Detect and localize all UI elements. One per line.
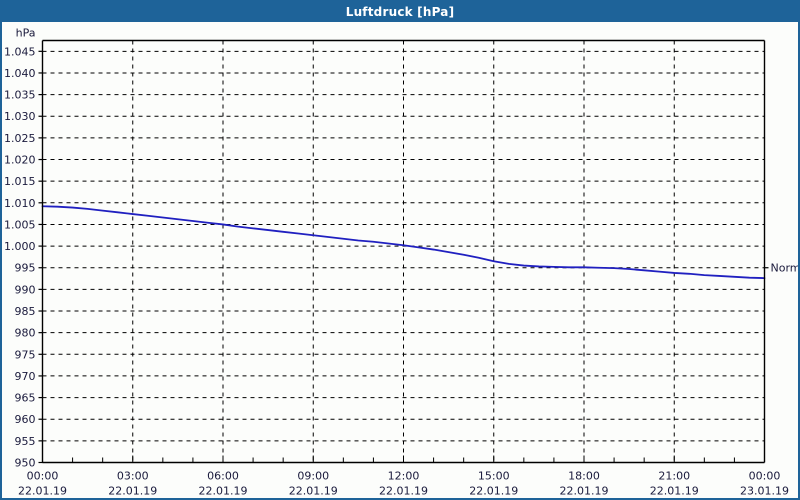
x-axis-date-label: 22.01.19: [199, 485, 248, 498]
y-axis-tick-label: 990: [15, 283, 36, 296]
plot-background: [2, 22, 798, 498]
y-axis-tick-label: 980: [15, 327, 36, 340]
y-axis-tick-label: 1.005: [4, 218, 36, 231]
plot-area: 950 955 960 965 970 975 980 985 990 995 1.000 1.005…: [2, 22, 798, 498]
data-series-layer: [41, 205, 766, 280]
x-axis-time-label: 03:00: [117, 470, 149, 483]
page-title: Luftdruck [hPa]: [345, 5, 455, 19]
y-axis-tick-label: 965: [15, 392, 36, 405]
y-axis-tick-label: 985: [15, 305, 36, 318]
y-axis-tick-label: 1.000: [4, 240, 36, 253]
x-axis-time-label: 12:00: [388, 470, 420, 483]
title-bar: Luftdruck [hPa]: [2, 2, 798, 22]
y-axis-tick-label: 1.025: [4, 132, 36, 145]
x-axis-date-label: 22.01.19: [108, 485, 157, 498]
x-axis-time-label: 00:00: [749, 470, 781, 483]
y-axis-tick-label: 1.040: [4, 67, 36, 80]
x-axis-date-label: 22.01.19: [379, 485, 428, 498]
x-axis-date-label: 22.01.19: [289, 485, 338, 498]
y-axis-tick-label: 995: [15, 262, 36, 275]
x-axis-date-label: 22.01.19: [650, 485, 699, 498]
x-axis-time-label: 00:00: [27, 470, 59, 483]
x-axis-tick-labels: 00:00 22.01.19 03:00 22.01.19 06:00 22.01.19 0…: [18, 470, 789, 498]
y-axis-tick-label: 970: [15, 370, 36, 383]
y-axis-tick-label: 1.010: [4, 197, 36, 210]
y-axis-tick-label: 1.015: [4, 175, 36, 188]
x-axis-time-label: 15:00: [478, 470, 510, 483]
y-axis-tick-label: 960: [15, 413, 36, 426]
y-axis-tick-label: 1.045: [4, 45, 36, 58]
plot-frame: [41, 39, 766, 464]
x-axis-time-label: 21:00: [658, 470, 690, 483]
series-line-normal: [41, 205, 766, 280]
chart-legend: Normal: [764, 262, 799, 275]
x-axis-time-label: 06:00: [207, 470, 239, 483]
y-axis-tick-label: 950: [15, 457, 36, 470]
y-axis-unit-label: hPa: [16, 27, 36, 40]
y-axis-tick-label: 1.020: [4, 154, 36, 167]
legend-label: Normal: [771, 262, 799, 275]
y-axis-tick-label: 1.035: [4, 89, 36, 102]
y-axis-tick-label: 975: [15, 348, 36, 361]
x-axis-time-label: 09:00: [297, 470, 329, 483]
x-axis-date-label: 22.01.19: [18, 485, 67, 498]
x-axis-date-label: 22.01.19: [469, 485, 518, 498]
vertical-gridlines: [132, 40, 675, 463]
pressure-line-chart: 950 955 960 965 970 975 980 985 990 995 1.000 1.005…: [2, 22, 798, 498]
y-axis-tick-labels: 950 955 960 965 970 975 980 985 990 995 1.000 1.005…: [4, 45, 36, 469]
x-axis-date-label: 23.01.19: [740, 485, 789, 498]
x-axis-time-label: 18:00: [568, 470, 600, 483]
x-axis-date-label: 22.01.19: [560, 485, 609, 498]
y-axis-tick-label: 1.030: [4, 110, 36, 123]
y-axis-tick-label: 955: [15, 435, 36, 448]
